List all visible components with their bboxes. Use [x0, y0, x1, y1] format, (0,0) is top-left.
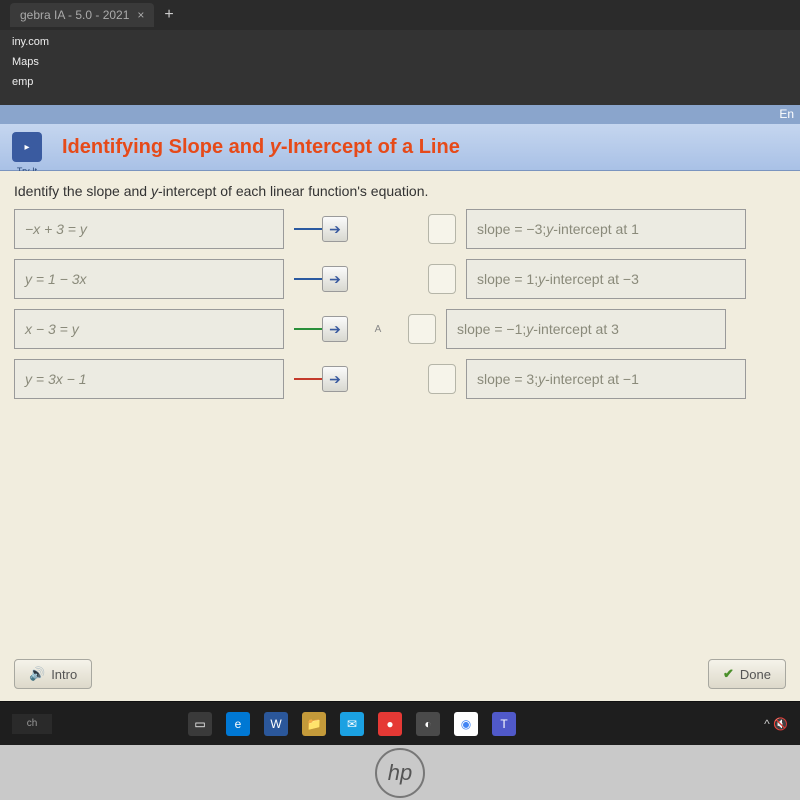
arrow-button[interactable]: ➔: [322, 316, 348, 342]
match-row: y = 3x − 1 ➔ slope = 3; y-intercept at −…: [14, 359, 786, 399]
close-icon[interactable]: ×: [137, 8, 144, 22]
intro-button[interactable]: 🔊 Intro: [14, 659, 92, 689]
bookmarks-bar: iny.com Maps emp: [0, 30, 800, 105]
match-row: y = 1 − 3x ➔ slope = 1; y-intercept at −…: [14, 259, 786, 299]
answer-box[interactable]: slope = 1; y-intercept at −3: [466, 259, 746, 299]
arrow-connector: ➔: [294, 366, 348, 392]
connector-line: [294, 278, 322, 280]
lesson-header: ▸ Try It Identifying Slope and y-Interce…: [0, 123, 800, 171]
connector-line: [294, 228, 322, 230]
arrow-connector: ➔: [294, 216, 348, 242]
drop-target[interactable]: [428, 264, 456, 294]
word-icon[interactable]: W: [264, 712, 288, 736]
page-top-edge: En: [0, 105, 800, 123]
footer-bar: 🔊 Intro ✔ Done: [14, 659, 786, 689]
bookmark-item[interactable]: emp: [8, 74, 792, 90]
arrow-button[interactable]: ➔: [322, 266, 348, 292]
app-icon[interactable]: ◐: [416, 712, 440, 736]
arrow-button[interactable]: ➔: [322, 366, 348, 392]
bookmark-item[interactable]: Maps: [8, 54, 792, 70]
top-right-label: En: [779, 107, 794, 121]
arrow-button[interactable]: ➔: [322, 216, 348, 242]
connector-line: [294, 378, 322, 380]
taskbar-search[interactable]: ch: [12, 714, 52, 734]
drop-target[interactable]: [428, 214, 456, 244]
instruction-text: Identify the slope and y-intercept of ea…: [14, 179, 786, 209]
done-button[interactable]: ✔ Done: [708, 659, 786, 689]
try-it-icon[interactable]: ▸ Try It: [12, 132, 42, 162]
match-row: −x + 3 = y ➔ slope = −3; y-intercept at …: [14, 209, 786, 249]
explorer-icon[interactable]: 📁: [302, 712, 326, 736]
arrow-connector: ➔: [294, 266, 348, 292]
equation-box[interactable]: y = 1 − 3x: [14, 259, 284, 299]
taskbar-icons: ▭ e W 📁 ✉ ● ◐ ◉ T: [188, 712, 516, 736]
browser-tab-bar: gebra IA - 5.0 - 2021 × +: [0, 0, 800, 30]
match-row: x − 3 = y ➔ A slope = −1; y-intercept at…: [14, 309, 786, 349]
mid-label: A: [358, 324, 398, 335]
check-icon: ✔: [723, 666, 734, 682]
equation-box[interactable]: −x + 3 = y: [14, 209, 284, 249]
windows-taskbar: ch ▭ e W 📁 ✉ ● ◐ ◉ T ^ 🔇: [0, 701, 800, 745]
app-icon[interactable]: ●: [378, 712, 402, 736]
answer-box[interactable]: slope = −1; y-intercept at 3: [446, 309, 726, 349]
mail-icon[interactable]: ✉: [340, 712, 364, 736]
bookmark-item[interactable]: iny.com: [8, 34, 792, 50]
tab-title: gebra IA - 5.0 - 2021: [20, 8, 129, 22]
drop-target[interactable]: [408, 314, 436, 344]
connector-line: [294, 328, 322, 330]
teams-icon[interactable]: T: [492, 712, 516, 736]
content-area: Identify the slope and y-intercept of ea…: [0, 171, 800, 701]
matching-rows: −x + 3 = y ➔ slope = −3; y-intercept at …: [14, 209, 786, 399]
speaker-icon: 🔊: [29, 666, 45, 682]
edge-icon[interactable]: e: [226, 712, 250, 736]
browser-tab[interactable]: gebra IA - 5.0 - 2021 ×: [10, 3, 154, 27]
hp-logo: hp: [375, 748, 425, 798]
lesson-title: Identifying Slope and y-Intercept of a L…: [62, 136, 460, 159]
task-view-icon[interactable]: ▭: [188, 712, 212, 736]
equation-box[interactable]: y = 3x − 1: [14, 359, 284, 399]
equation-box[interactable]: x − 3 = y: [14, 309, 284, 349]
new-tab-button[interactable]: +: [164, 6, 173, 24]
arrow-icon: ▸: [24, 142, 29, 153]
answer-box[interactable]: slope = −3; y-intercept at 1: [466, 209, 746, 249]
laptop-bezel: hp: [0, 745, 800, 800]
system-tray[interactable]: ^ 🔇: [764, 717, 788, 731]
answer-box[interactable]: slope = 3; y-intercept at −1: [466, 359, 746, 399]
chrome-icon[interactable]: ◉: [454, 712, 478, 736]
drop-target[interactable]: [428, 364, 456, 394]
arrow-connector: ➔: [294, 316, 348, 342]
